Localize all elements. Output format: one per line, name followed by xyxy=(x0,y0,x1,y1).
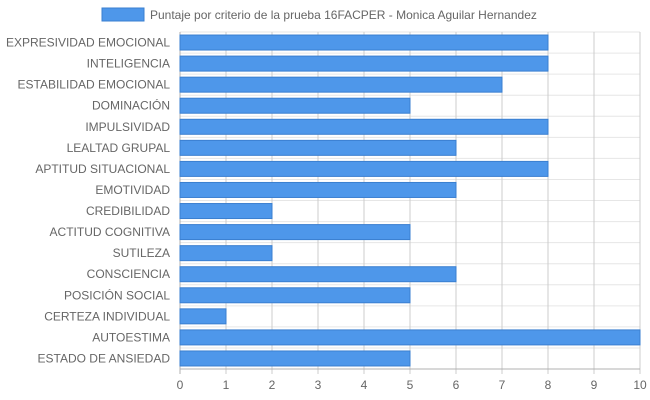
bar[interactable] xyxy=(179,181,457,198)
bar[interactable] xyxy=(179,118,549,135)
x-tick-label: 6 xyxy=(453,378,460,392)
x-tick-label: 4 xyxy=(361,378,368,392)
category-label: APTITUD SITUACIONAL xyxy=(35,162,170,176)
legend-swatch xyxy=(101,7,145,22)
category-label: ACTITUD COGNITIVA xyxy=(50,225,170,239)
category-label: CONSCIENCIA xyxy=(87,267,170,281)
category-label: AUTOESTIMA xyxy=(92,330,170,344)
category-label: ESTADO DE ANSIEDAD xyxy=(38,351,171,365)
category-label: POSICIÓN SOCIAL xyxy=(64,287,170,302)
x-tick-label: 1 xyxy=(223,378,230,392)
category-label: EXPRESIVIDAD EMOCIONAL xyxy=(6,36,170,50)
bar[interactable] xyxy=(179,55,549,72)
bar[interactable] xyxy=(179,329,641,346)
category-label: IMPULSIVIDAD xyxy=(85,120,170,134)
x-tick-label: 2 xyxy=(269,378,276,392)
bar[interactable] xyxy=(179,308,227,325)
category-label: CREDIBILIDAD xyxy=(86,204,170,218)
bar[interactable] xyxy=(179,287,411,304)
grid xyxy=(179,31,641,374)
category-label: INTELIGENCIA xyxy=(87,57,170,71)
category-label: DOMINACIÓN xyxy=(92,98,170,113)
bar[interactable] xyxy=(179,203,273,220)
legend[interactable]: Puntaje por criterio de la prueba 16FACP… xyxy=(101,7,537,22)
category-label: ESTABILIDAD EMOCIONAL xyxy=(18,78,171,92)
bar[interactable] xyxy=(179,350,411,367)
category-label: SUTILEZA xyxy=(113,246,170,260)
bar[interactable] xyxy=(179,97,411,114)
x-tick-label: 3 xyxy=(315,378,322,392)
x-tick-label: 8 xyxy=(545,378,552,392)
x-tick-label: 5 xyxy=(407,378,414,392)
bars xyxy=(179,34,641,367)
category-label: CERTEZA INDIVIDUAL xyxy=(44,309,170,323)
bar[interactable] xyxy=(179,245,273,262)
bar[interactable] xyxy=(179,160,549,177)
bar[interactable] xyxy=(179,139,457,156)
category-labels: EXPRESIVIDAD EMOCIONAL INTELIGENCIA ESTABI… xyxy=(6,36,170,366)
bar[interactable] xyxy=(179,34,549,51)
legend-label: Puntaje por criterio de la prueba 16FACP… xyxy=(150,8,537,22)
category-label: LEALTAD GRUPAL xyxy=(67,141,171,155)
x-tick-label: 10 xyxy=(633,378,647,392)
category-label: EMOTIVIDAD xyxy=(95,183,170,197)
x-tick-label: 9 xyxy=(591,378,598,392)
bar[interactable] xyxy=(179,266,457,283)
bar[interactable] xyxy=(179,76,503,93)
x-tick-label: 7 xyxy=(499,378,506,392)
bar[interactable] xyxy=(179,224,411,241)
x-tick-labels: 0 1 2 3 4 5 6 7 8 9 10 xyxy=(177,378,647,392)
x-tick-label: 0 xyxy=(177,378,184,392)
